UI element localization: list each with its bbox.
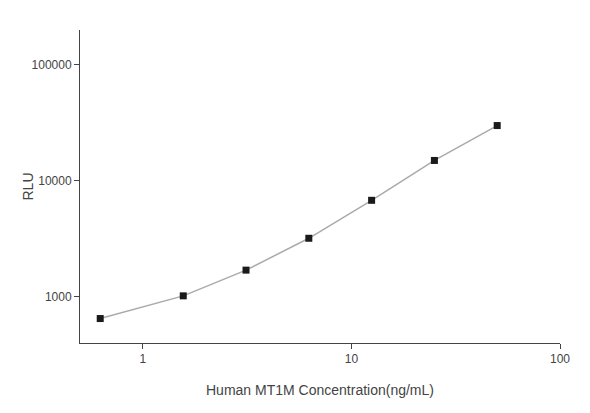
svg-text:Human MT1M Concentration(ng/mL: Human MT1M Concentration(ng/mL) xyxy=(206,382,434,398)
svg-text:100000: 100000 xyxy=(32,58,72,72)
svg-text:1000: 1000 xyxy=(45,290,72,304)
svg-text:100: 100 xyxy=(550,352,570,366)
svg-text:10000: 10000 xyxy=(38,174,72,188)
svg-text:1: 1 xyxy=(139,352,146,366)
svg-text:10: 10 xyxy=(345,352,359,366)
svg-text:RLU: RLU xyxy=(20,172,36,200)
